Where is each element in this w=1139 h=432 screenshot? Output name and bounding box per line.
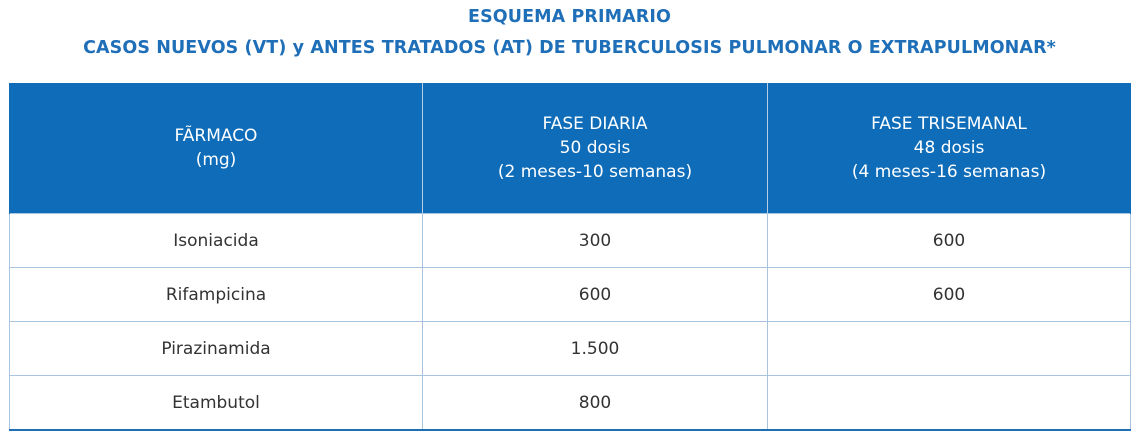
document-title: ESQUEMA PRIMARIO	[468, 7, 671, 27]
daily-dose-cell: 300	[422, 213, 768, 268]
header-fase-diaria-line-1: FASE DIARIA	[542, 114, 648, 134]
thrice-weekly-dose-cell: 600	[767, 213, 1131, 268]
thrice-weekly-dose-cell	[767, 375, 1131, 431]
drug-name-cell: Rifampicina	[9, 267, 423, 322]
treatment-scheme-table: FÃRMACO (mg) FASE DIARIA 50 dosis (2 mes…	[9, 83, 1131, 431]
header-fase-diaria-line-3: (2 meses-10 semanas)	[497, 162, 693, 182]
header-fase-trisemanal-line-1: FASE TRISEMANAL	[871, 114, 1027, 134]
table-row: Isoniacida 300 600	[9, 213, 1131, 268]
drug-name-cell: Pirazinamida	[9, 321, 423, 376]
table-header-row: FÃRMACO (mg) FASE DIARIA 50 dosis (2 mes…	[9, 83, 1131, 214]
table-row: Pirazinamida 1.500	[9, 321, 1131, 376]
header-fase-trisemanal: FASE TRISEMANAL 48 dosis (4 meses-16 sem…	[767, 83, 1131, 214]
header-farmaco-line-2: (mg)	[195, 150, 237, 170]
daily-dose-cell: 1.500	[422, 321, 768, 376]
document-subtitle: CASOS NUEVOS (VT) y ANTES TRATADOS (AT) …	[83, 38, 1056, 58]
daily-dose-cell: 800	[422, 375, 768, 431]
header-fase-trisemanal-line-2: 48 dosis	[913, 138, 985, 158]
header-fase-diaria-line-2: 50 dosis	[559, 138, 631, 158]
drug-name-cell: Etambutol	[9, 375, 423, 431]
thrice-weekly-dose-cell: 600	[767, 267, 1131, 322]
header-fase-diaria: FASE DIARIA 50 dosis (2 meses-10 semanas…	[422, 83, 768, 214]
thrice-weekly-dose-cell	[767, 321, 1131, 376]
drug-name-cell: Isoniacida	[9, 213, 423, 268]
header-fase-trisemanal-line-3: (4 meses-16 semanas)	[851, 162, 1047, 182]
table-row: Etambutol 800	[9, 375, 1131, 431]
header-farmaco: FÃRMACO (mg)	[9, 83, 423, 214]
daily-dose-cell: 600	[422, 267, 768, 322]
header-farmaco-line-1: FÃRMACO	[174, 126, 258, 146]
table-row: Rifampicina 600 600	[9, 267, 1131, 322]
